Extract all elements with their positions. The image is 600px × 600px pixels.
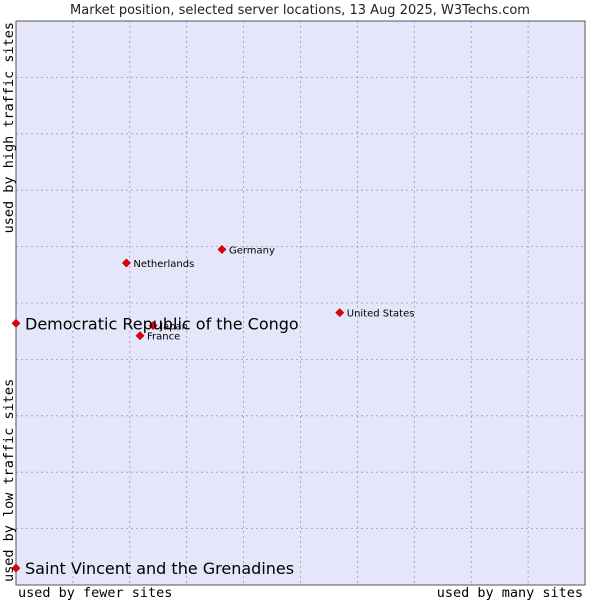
point-label: France [147,332,180,343]
point-marker [11,563,21,573]
point-democratic-republic-of-the-congo: Democratic Republic of the Congo [11,314,299,333]
point-france: France [135,331,180,343]
point-label: Saint Vincent and the Grenadines [25,559,294,578]
point-marker [121,258,131,268]
point-united-states: United States [335,308,415,320]
x-axis-label-high: used by many sites [437,585,583,600]
data-points: Germany Netherlands United States JapanFran… [11,244,415,578]
point-marker [335,308,345,318]
point-japan: Japan [148,321,188,333]
point-saint-vincent-and-the-grenadines: Saint Vincent and the Grenadines [11,559,294,578]
x-axis-label-low: used by fewer sites [18,585,172,600]
point-netherlands: Netherlands [121,258,194,270]
point-label: Netherlands [133,259,194,270]
grid-lines [16,21,585,585]
point-germany: Germany [217,244,275,256]
point-label: Japan [159,322,188,333]
point-label: Germany [229,245,275,256]
y-axis-label-high: used by high traffic sites [1,22,17,233]
point-marker [135,331,145,341]
point-marker [148,321,158,330]
point-label: United States [347,309,415,320]
point-marker [217,244,227,254]
y-axis-label-low: used by low traffic sites [1,379,17,582]
point-label: Democratic Republic of the Congo [25,314,299,333]
plot-border [15,20,586,586]
chart-title: Market position, selected server locatio… [70,3,530,18]
point-marker [11,318,21,328]
